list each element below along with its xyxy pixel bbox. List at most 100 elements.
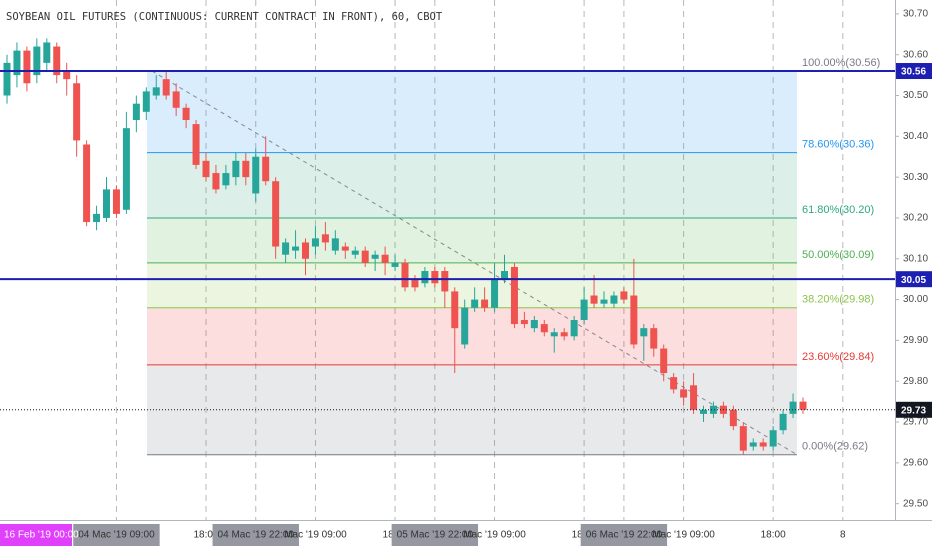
candle-body xyxy=(252,156,260,194)
x-tick-label: 06 Mac '19 22:00 xyxy=(586,530,663,541)
fib-label: 100.00%(30.56) xyxy=(802,57,880,69)
candle-body xyxy=(142,91,150,112)
candle-body xyxy=(461,307,469,345)
candle-body xyxy=(391,262,399,267)
candle-body xyxy=(421,271,429,284)
candle-body xyxy=(83,144,91,223)
candle-body xyxy=(53,46,61,76)
candle-body xyxy=(242,160,250,178)
x-tick-label: 18:00 xyxy=(761,530,786,541)
candle-body xyxy=(759,442,767,447)
y-tick-label: 30.00 xyxy=(903,294,928,305)
candle-body xyxy=(620,291,628,300)
candle-body xyxy=(103,189,110,218)
candle-body xyxy=(63,71,71,80)
crosshair-label-box xyxy=(0,524,72,546)
candle-body xyxy=(700,409,707,414)
candle-body xyxy=(371,254,379,259)
candle-body xyxy=(292,246,300,251)
fib-band xyxy=(147,71,797,153)
candle-body xyxy=(799,401,807,410)
chart-title: SOYBEAN OIL FUTURES (CONTINUOUS: CURRENT… xyxy=(6,11,443,23)
candle-body xyxy=(550,332,558,337)
candle-body xyxy=(491,279,499,308)
candle-body xyxy=(510,266,518,325)
candle-body xyxy=(23,50,31,84)
candle-body xyxy=(73,83,81,141)
candle-body xyxy=(630,295,638,345)
y-tick-label: 30.30 xyxy=(903,172,928,183)
candle-body xyxy=(262,156,270,182)
candle-body xyxy=(709,405,717,414)
price-label-box xyxy=(896,63,932,80)
x-tick-label: Mac '19 09:00 xyxy=(284,530,347,541)
candle-body xyxy=(530,320,538,329)
candle-body xyxy=(321,234,329,243)
candle-body xyxy=(451,291,459,329)
x-tick-label: 04 Mac '19 09:00 xyxy=(78,530,155,541)
x-tick-label: Mac '19 09:00 xyxy=(463,530,526,541)
candle-body xyxy=(282,242,290,255)
fib-band xyxy=(147,307,797,365)
candle-body xyxy=(670,377,678,390)
fib-band xyxy=(147,217,797,263)
candle-body xyxy=(172,91,180,108)
x-tick-label-box xyxy=(73,524,160,546)
candle-body xyxy=(43,42,51,63)
fib-label: 23.60%(29.84) xyxy=(802,351,874,363)
candle-body xyxy=(302,242,309,259)
candle-body xyxy=(212,173,220,190)
candle-body xyxy=(580,299,588,320)
candle-body xyxy=(162,79,170,96)
fib-label: 78.60%(30.36) xyxy=(802,139,874,151)
candle-body xyxy=(749,442,757,447)
candle-body xyxy=(3,62,11,96)
y-tick-label: 30.50 xyxy=(903,90,928,101)
candle-body xyxy=(570,320,578,337)
crosshair-label: 16 Feb '19 00:00 xyxy=(4,530,79,541)
y-tick-label: 29.50 xyxy=(903,498,928,509)
candle-body xyxy=(501,271,508,280)
fib-trend-line xyxy=(151,70,798,456)
candle-body xyxy=(769,430,777,447)
candle-body xyxy=(192,124,200,165)
x-tick-label: 05 Mac '19 22:00 xyxy=(397,530,474,541)
candle-body xyxy=(441,271,449,292)
candle-body xyxy=(660,348,668,374)
price-label: 30.56 xyxy=(901,67,926,78)
y-tick-label: 29.90 xyxy=(903,335,928,346)
y-tick-label: 29.70 xyxy=(903,417,928,428)
candle-body xyxy=(93,213,101,223)
candle-body xyxy=(272,181,280,247)
candle-body xyxy=(222,173,230,186)
candle-body xyxy=(690,385,698,410)
candle-body xyxy=(13,50,21,76)
y-tick-label: 29.80 xyxy=(903,376,928,387)
candle-body xyxy=(680,389,688,398)
price-label-box xyxy=(896,401,932,418)
candle-body xyxy=(122,128,130,210)
candle-body xyxy=(331,238,339,251)
candle-body xyxy=(361,250,369,263)
candle-body xyxy=(520,320,528,325)
candle-body xyxy=(729,409,737,427)
y-tick-label: 29.60 xyxy=(903,457,928,468)
plot-area: 100.00%(30.56) 78.60%(30.36) 61.80%(30.20)… xyxy=(3,0,880,520)
candle-body xyxy=(471,299,479,308)
fib-label: 61.80%(30.20) xyxy=(802,204,874,216)
candle-body xyxy=(411,279,419,288)
candle-body xyxy=(132,103,140,120)
x-tick-label: Mac '19 09:00 xyxy=(652,530,715,541)
fib-label: 50.00%(30.09) xyxy=(802,249,874,261)
candle-body xyxy=(789,401,797,414)
price-label: 29.73 xyxy=(901,405,926,416)
candle-body xyxy=(640,328,648,337)
candle-body xyxy=(33,46,41,76)
candle-body xyxy=(610,295,618,304)
y-tick-label: 30.60 xyxy=(903,49,928,60)
x-tick-label: 18:00 xyxy=(193,530,218,541)
x-tick-label: 04 Mac '19 22:00 xyxy=(218,530,295,541)
candle-body xyxy=(381,254,389,263)
candle-body xyxy=(311,238,319,247)
price-label-box xyxy=(896,271,932,288)
